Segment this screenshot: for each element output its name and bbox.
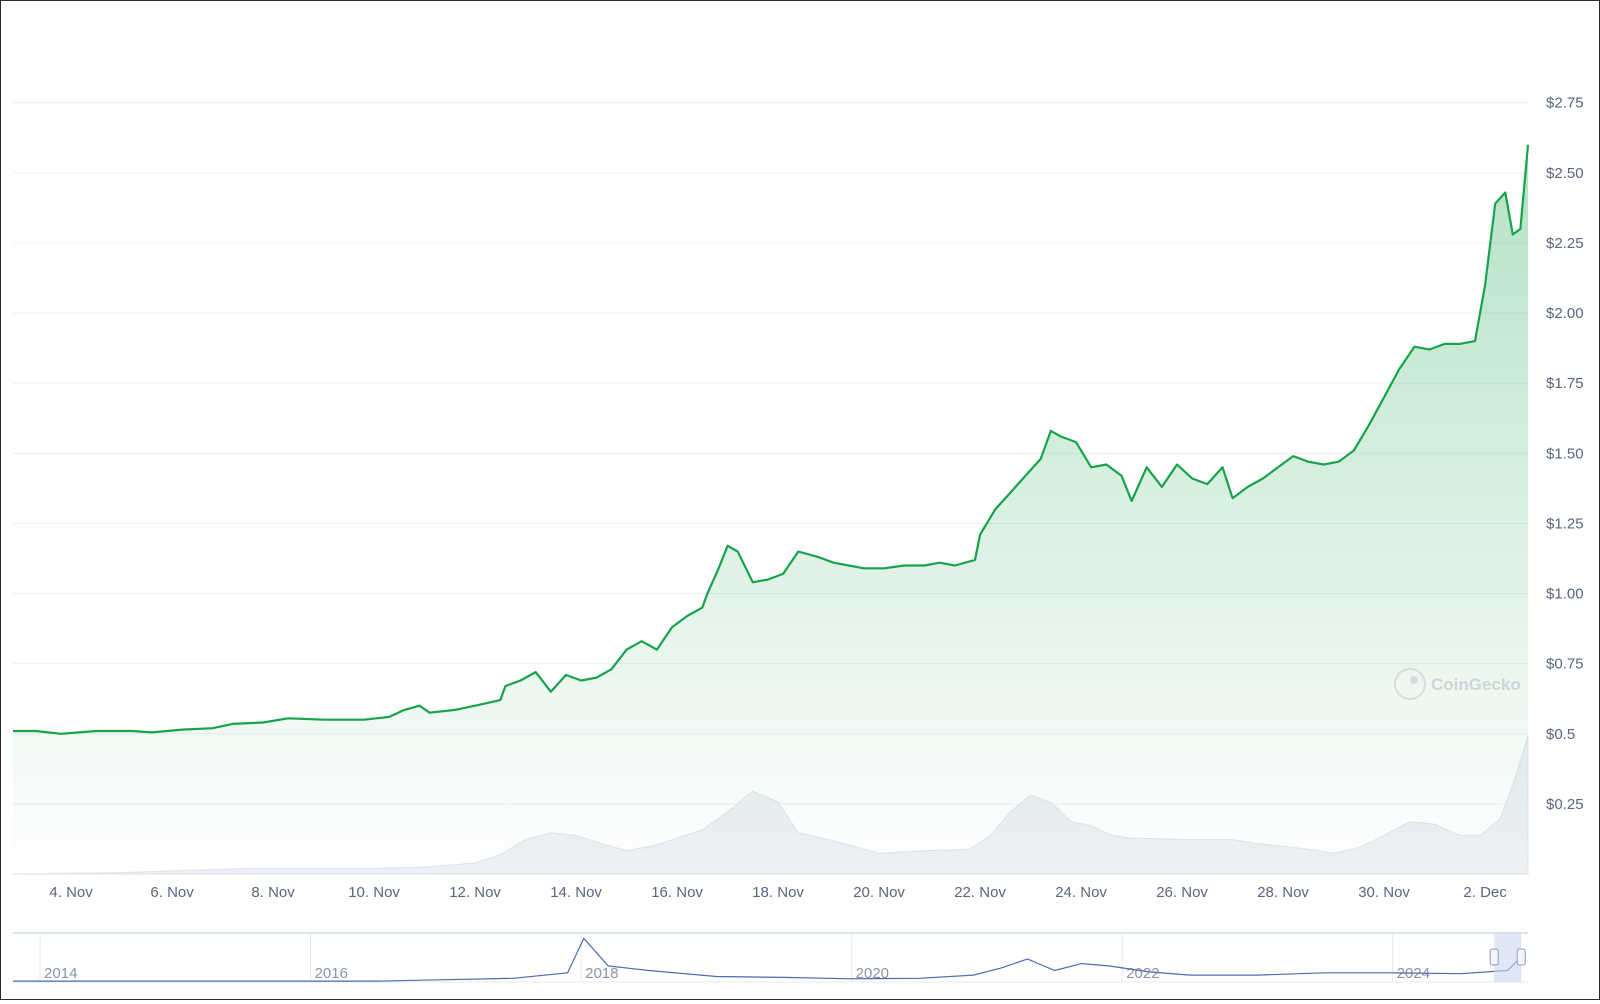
x-tick-label: 12. Nov (449, 884, 501, 901)
navigator-tick-label: 2014 (44, 965, 77, 982)
price-area-fill (13, 144, 1528, 875)
x-axis: 4. Nov 6. Nov 8. Nov 10. Nov 12. Nov 14. Nov 1… (49, 884, 1507, 901)
y-tick-label: $0.25 (1546, 796, 1584, 813)
navigator-tick-label: 2022 (1126, 965, 1159, 982)
y-tick-label: $1.50 (1546, 445, 1584, 462)
navigator-handle-right[interactable] (1516, 948, 1526, 966)
x-tick-label: 8. Nov (251, 884, 295, 901)
y-tick-label: $1.25 (1546, 515, 1584, 532)
x-tick-label: 6. Nov (150, 884, 194, 901)
navigator-handle-left[interactable] (1489, 948, 1499, 966)
coingecko-logo-eye (1410, 676, 1418, 684)
y-tick-label: $2.75 (1546, 95, 1584, 112)
x-tick-label: 14. Nov (550, 884, 602, 901)
x-tick-label: 30. Nov (1358, 884, 1410, 901)
navigator[interactable]: 2014 2016 2018 2020 2022 2024 (13, 932, 1528, 983)
navigator-tick-label: 2020 (856, 965, 889, 982)
navigator-tick-label: 2016 (315, 965, 348, 982)
y-axis: $0.25 $0.5 $0.75 $1.00 $1.25 $1.50 $1.75 $2.00 $… (1546, 95, 1584, 813)
x-tick-label: 18. Nov (752, 884, 804, 901)
coingecko-watermark: CoinGecko (1394, 668, 1521, 700)
navigator-tick-label: 2018 (585, 965, 618, 982)
x-tick-label: 20. Nov (853, 884, 905, 901)
y-tick-label: $1.00 (1546, 586, 1584, 603)
y-tick-label: $2.50 (1546, 165, 1584, 182)
coingecko-logo-icon (1394, 668, 1426, 700)
x-tick-label: 26. Nov (1156, 884, 1208, 901)
watermark-label: CoinGecko (1431, 675, 1521, 694)
x-tick-label: 16. Nov (651, 884, 703, 901)
x-tick-label: 2. Dec (1463, 884, 1507, 901)
navigator-selection (1494, 933, 1522, 982)
price-layer (13, 144, 1530, 875)
x-tick-label: 10. Nov (348, 884, 400, 901)
y-tick-label: $0.75 (1546, 656, 1584, 673)
y-tick-label: $2.25 (1546, 235, 1584, 252)
x-tick-label: 24. Nov (1055, 884, 1107, 901)
x-tick-label: 4. Nov (49, 884, 93, 901)
y-tick-label: $0.5 (1546, 726, 1575, 743)
x-tick-label: 28. Nov (1257, 884, 1309, 901)
x-tick-label: 22. Nov (954, 884, 1006, 901)
price-line (13, 144, 1530, 735)
y-tick-label: $1.75 (1546, 375, 1584, 392)
y-tick-label: $2.00 (1546, 305, 1584, 322)
navigator-line (13, 937, 1522, 982)
